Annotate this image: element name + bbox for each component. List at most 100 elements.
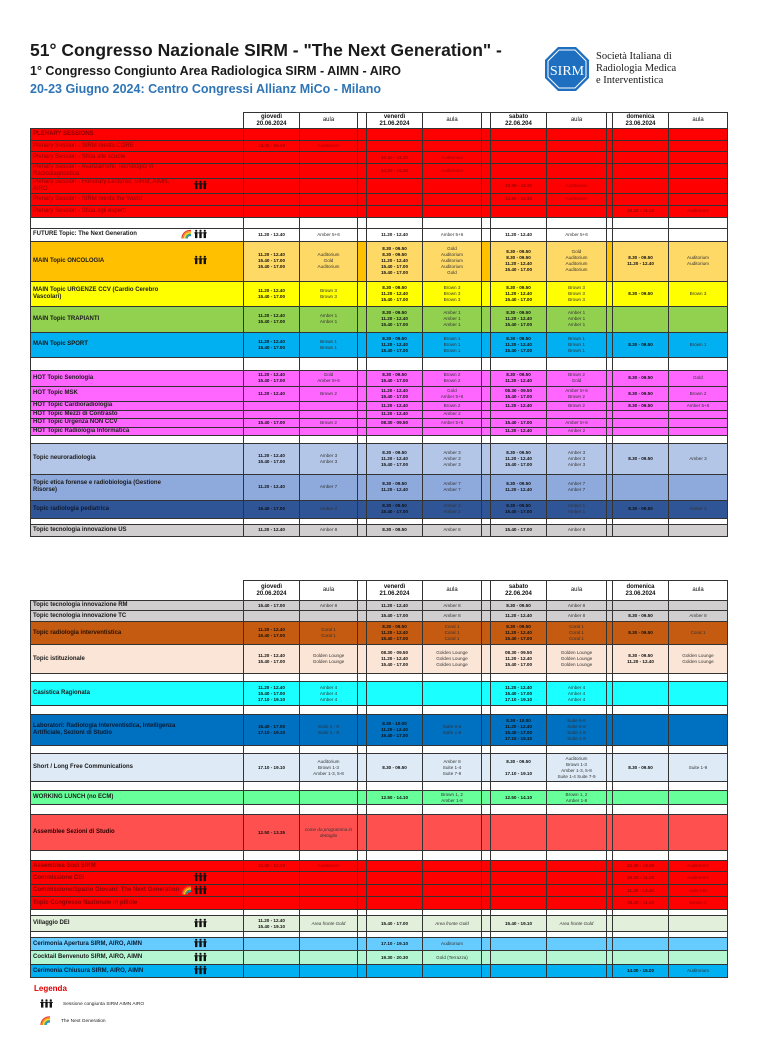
session-icons xyxy=(194,872,207,884)
session-time xyxy=(612,600,669,611)
table-row: MAIN Topic ONCOLOGIA 11.20 - 12.40 15.40 … xyxy=(30,240,728,282)
spacer-cell xyxy=(490,216,547,229)
legend-item: The Next Generation xyxy=(40,1016,144,1027)
column-gap xyxy=(481,331,491,358)
session-time xyxy=(366,964,423,978)
session-room xyxy=(299,610,358,622)
session-time xyxy=(366,204,423,218)
session-room: Brown 1 Brown 1 xyxy=(299,331,358,358)
session-room xyxy=(422,193,482,206)
session-room: Amber 5+6 xyxy=(546,417,607,428)
session-label-text: HOT Topic Senologia xyxy=(33,374,94,381)
session-time: 8.30 - 09.50 xyxy=(612,331,669,358)
session-label: Plenary Session - Honorary Lectures: SIR… xyxy=(30,178,244,195)
session-time: 8.30 - 09.50 xyxy=(612,385,669,402)
session-label: Plenary Session - Sfida alle scuole xyxy=(30,151,244,165)
session-room: Amber 5+6 xyxy=(299,227,358,242)
table-row: HOT Topic Cardioradiologia 11.20 - 12.40 B… xyxy=(30,400,728,411)
logo-text: Società Italiana di Radiologia Medica e … xyxy=(596,51,676,87)
session-time xyxy=(612,714,669,746)
aula-header: aula xyxy=(668,580,728,601)
session-room: Brown 2 xyxy=(299,385,358,402)
spacer-cell xyxy=(668,216,728,229)
column-gap xyxy=(481,112,491,129)
session-room xyxy=(668,417,728,428)
column-gap xyxy=(481,204,491,218)
session-time: 8.30 - 09.50 11.20 - 12.40 15.40 - 17.00 xyxy=(490,331,547,358)
column-gap xyxy=(481,193,491,206)
column-gap xyxy=(481,610,491,622)
people-icon xyxy=(194,872,207,884)
spacer-cell xyxy=(357,434,367,444)
session-label: Plenary Session - SIRM meets the World xyxy=(30,193,244,206)
column-gap xyxy=(481,523,491,537)
column-gap xyxy=(357,163,367,180)
spacer-cell xyxy=(481,434,491,444)
session-time: 12.50 - 14.10 xyxy=(366,790,423,805)
column-gap xyxy=(357,473,367,501)
session-time: 8.30 - 09.50 11.20 - 12.40 15.40 - 17.00 xyxy=(490,442,547,475)
session-room: Coral 1 Coral 1 Coral 1 xyxy=(422,621,482,645)
session-time xyxy=(612,139,669,153)
session-room: Amber 7 Amber 7 xyxy=(546,473,607,501)
session-time: 8.30 - 09.50 11.20 - 12.40 15.40 - 17.00 xyxy=(366,621,423,645)
session-time xyxy=(612,227,669,242)
session-time: 11.20 - 12.40 15.40 - 17.00 xyxy=(243,280,300,307)
column-gap xyxy=(357,417,367,428)
session-room xyxy=(299,937,358,951)
spacer-cell xyxy=(546,850,607,861)
session-time: 11.20 - 12.40 15.40 - 17.00 17.10 - 19.1… xyxy=(243,681,300,706)
session-time: 15.40 - 19.10 xyxy=(490,915,547,932)
session-label-text: Plenary Session - Sfida alle scuole xyxy=(33,154,126,161)
session-time: 8.30 - 09.50 11.20 - 12.40 15.40 - 17.00 xyxy=(366,442,423,475)
session-label-text: Plenary Session - SIRM meets the World xyxy=(33,195,142,202)
column-gap xyxy=(357,112,367,129)
session-room: Amber 5+6 Brown 2 xyxy=(546,385,607,402)
column-gap xyxy=(357,937,367,951)
session-time: 8.30 - 09.50 8.30 - 09.50 11.20 - 12.40 … xyxy=(366,240,423,282)
column-gap xyxy=(481,305,491,333)
spacer-cell xyxy=(30,781,244,791)
spacer-row xyxy=(30,517,728,525)
people-icon xyxy=(194,255,207,267)
table-row: Cocktail Benvenuto SIRM, AIRO, AIMN 19.30… xyxy=(30,950,728,965)
spacer-cell xyxy=(490,434,547,444)
session-room xyxy=(422,814,482,851)
session-time: 11.20 - 12.40 15.40 - 17.00 xyxy=(243,644,300,674)
column-gap xyxy=(357,621,367,645)
session-room: Brown 3 Brown 3 Brown 3 xyxy=(546,280,607,307)
column-gap xyxy=(481,753,491,782)
spacer-cell xyxy=(366,673,423,682)
session-room xyxy=(546,950,607,965)
session-room: Auditorium xyxy=(668,964,728,978)
spacer-cell xyxy=(612,804,669,815)
session-room xyxy=(546,884,607,897)
session-time: 15.40 - 17.00 xyxy=(490,417,547,428)
spacer-cell xyxy=(357,745,367,754)
session-time xyxy=(243,871,300,885)
spacer-cell xyxy=(668,804,728,815)
session-icons xyxy=(181,885,207,896)
session-room: Suite 5-6 Suite 1-9 xyxy=(422,714,482,746)
session-label: HOT Topic Mezzi di Contrasto xyxy=(30,409,244,419)
session-time: 8.30 - 09.50 xyxy=(612,400,669,411)
session-time: 11.20 - 12.40 xyxy=(366,400,423,411)
logo-line: Società Italiana di xyxy=(596,51,672,62)
column-gap xyxy=(481,128,491,141)
session-time xyxy=(366,681,423,706)
session-label: Topic radiologia pediatrica xyxy=(30,499,244,519)
session-room: Suite 5-6 Suite 5-6 Suite 1-9 Suite 1-9 xyxy=(546,714,607,746)
spacer-row xyxy=(30,434,728,444)
session-time xyxy=(612,950,669,965)
session-time xyxy=(366,178,423,195)
column-gap xyxy=(481,580,491,601)
table-row: Topic tecnologia innovazione RM 15.40 - 1… xyxy=(30,600,728,611)
spacer-cell xyxy=(481,745,491,754)
session-time xyxy=(366,896,423,910)
session-time: 8.30 - 09.50 11.20 - 12.40 xyxy=(366,473,423,501)
spacer-cell xyxy=(668,781,728,791)
spacer-cell xyxy=(481,356,491,371)
session-room: Amber 8 xyxy=(299,523,358,537)
session-time: 08.30 - 09.50 11.20 - 12.40 15.40 - 17.0… xyxy=(490,644,547,674)
session-icons xyxy=(194,952,207,963)
